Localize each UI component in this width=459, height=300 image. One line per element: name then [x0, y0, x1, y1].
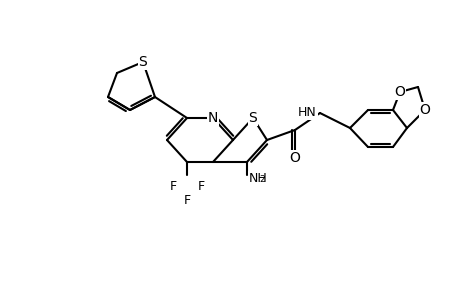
Text: S: S	[138, 55, 147, 69]
Text: NH: NH	[248, 172, 267, 184]
Text: O: O	[289, 151, 300, 165]
Text: 2: 2	[258, 176, 264, 184]
Text: S: S	[248, 111, 257, 125]
Text: O: O	[394, 85, 404, 99]
Text: HN: HN	[297, 106, 316, 119]
Text: F: F	[183, 194, 190, 208]
Text: F: F	[197, 181, 204, 194]
Text: O: O	[419, 103, 430, 117]
Text: F: F	[169, 181, 176, 194]
Text: N: N	[207, 111, 218, 125]
